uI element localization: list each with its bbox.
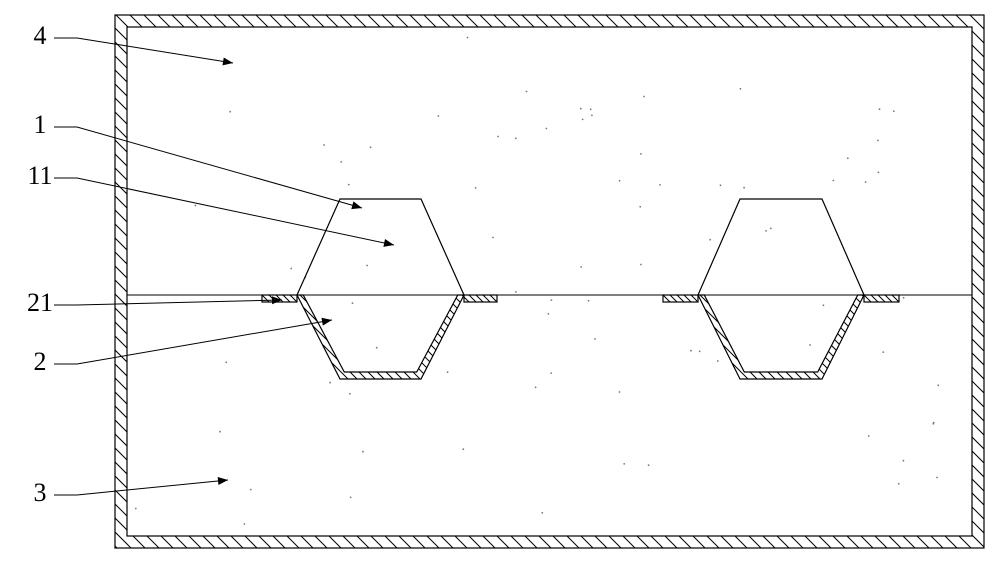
label-11: 11	[27, 161, 52, 190]
canvas-bg	[0, 0, 1000, 568]
label-4: 4	[34, 21, 47, 50]
hex-left-tab-right	[464, 295, 497, 302]
label-21: 21	[27, 288, 53, 317]
label-3: 3	[34, 478, 47, 507]
label-1: 1	[34, 110, 47, 139]
label-2: 2	[34, 347, 47, 376]
